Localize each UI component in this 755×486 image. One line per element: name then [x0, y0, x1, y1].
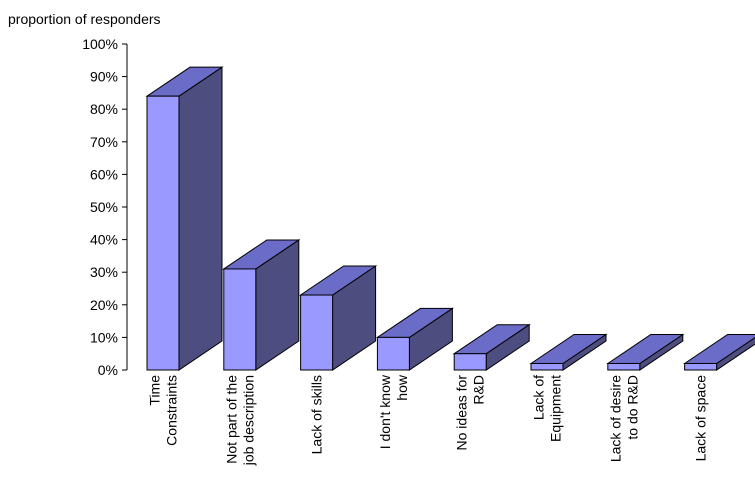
- bars: [145, 66, 755, 371]
- x-category-label: Lack of desireto do R&D: [607, 375, 640, 462]
- x-category-label: Not part of thejob description: [223, 375, 256, 466]
- bar: [298, 265, 378, 371]
- y-tick-label: 30%: [90, 264, 118, 280]
- y-tick-label: 20%: [90, 297, 118, 313]
- bar: [452, 323, 531, 371]
- y-tick-label: 0%: [98, 362, 118, 378]
- y-axis-label: proportion of responders: [8, 11, 161, 27]
- y-tick-label: 40%: [90, 232, 118, 248]
- bar: [222, 238, 301, 371]
- x-category-label: Lack of space: [693, 375, 709, 462]
- y-axis: 0% 10% 20% 30% 40% 50% 60% 70% 80% 90% 100%: [82, 36, 128, 378]
- y-tick-label: 60%: [90, 166, 118, 182]
- x-category-label: I don't knowhow: [377, 374, 410, 449]
- bar: [145, 66, 224, 371]
- x-category-label: TimeConstraints: [147, 375, 180, 446]
- bar-front: [453, 353, 487, 371]
- x-category-label: Lack of skills: [309, 375, 325, 454]
- y-tick-label: 90%: [90, 69, 118, 85]
- bar: [529, 333, 608, 371]
- y-tick-label: 100%: [82, 36, 118, 52]
- x-category-label: No ideas forR&D: [454, 375, 487, 451]
- bar-front: [684, 362, 718, 371]
- y-tick-label: 80%: [90, 101, 118, 117]
- y-tick-label: 70%: [90, 134, 118, 150]
- bar-front: [300, 294, 334, 371]
- bar-front: [607, 362, 641, 371]
- y-tick-label: 50%: [90, 199, 118, 215]
- bar-front: [376, 336, 410, 371]
- bar-front: [223, 268, 257, 371]
- bar: [682, 333, 755, 371]
- y-tick-label: 10%: [90, 329, 118, 345]
- category-labels: TimeConstraints Not part of thejob descri…: [147, 374, 709, 466]
- x-category-label: Lack ofEquipment: [531, 375, 564, 442]
- bar-front: [146, 95, 180, 371]
- bar-side: [178, 66, 223, 371]
- bar-front: [530, 362, 564, 371]
- bar: [375, 307, 455, 371]
- bar: [606, 333, 685, 371]
